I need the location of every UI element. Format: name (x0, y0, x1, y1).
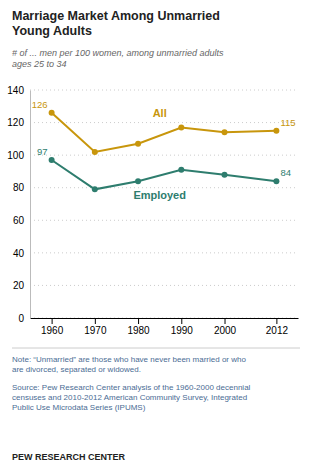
data-label: 97 (37, 146, 48, 157)
subtitle-line: ages 25 to 34 (12, 59, 67, 69)
x-tick: 1990 (171, 318, 194, 336)
x-axis: 1960 1970 1980 1990 2000 2012 (31, 318, 299, 336)
y-tick-label: 20 (13, 280, 25, 291)
y-tick-label: 140 (7, 85, 24, 96)
series-point (49, 110, 55, 116)
x-tick-label: 2000 (214, 325, 237, 336)
note-line: Note: “Unmarried” are those who have nev… (12, 355, 246, 364)
note-line: censuses and 2010-2012 American Communit… (12, 393, 247, 402)
x-tick-mark (95, 318, 96, 324)
grid-line (30, 220, 298, 221)
labels: 126 115 All 97 84 Employed (32, 99, 296, 201)
series-point (222, 172, 228, 178)
x-tick: 2012 (266, 318, 289, 336)
series-label: All (153, 107, 167, 119)
subtitle-line: # of ... men per 100 women, among unmarr… (12, 48, 224, 58)
note: Source: Pew Research Center analysis of … (12, 383, 251, 412)
subtitle: # of ... men per 100 women, among unmarr… (12, 48, 224, 69)
y-tick: 80 (13, 182, 30, 193)
y-tick-label: 60 (13, 215, 25, 226)
series-point (92, 186, 98, 192)
series-label: Employed (133, 189, 186, 201)
y-tick-label: 80 (13, 182, 25, 193)
grid-line (30, 90, 298, 91)
footer: PEW RESEARCH CENTER (12, 452, 126, 462)
note-line: are divorced, separated or widowed. (12, 365, 141, 374)
x-tick-label: 1980 (127, 325, 150, 336)
x-tick-mark (181, 318, 182, 324)
grid-line (30, 285, 298, 286)
x-tick-label: 1960 (41, 325, 64, 336)
title-line: Young Adults (12, 24, 92, 38)
series-point (273, 178, 279, 184)
title-line: Marriage Market Among Unmarried (12, 9, 220, 23)
x-tick-mark (52, 318, 53, 324)
x-axis-line (31, 318, 299, 319)
x-tick: 1980 (127, 318, 150, 336)
y-tick-label: 40 (13, 248, 25, 259)
title: Marriage Market Among UnmarriedYoung Adu… (12, 9, 220, 38)
grid (30, 90, 298, 318)
y-tick-label: 100 (7, 150, 24, 161)
y-tick: 40 (13, 248, 30, 259)
grid-line (30, 252, 298, 253)
y-tick: 120 (7, 117, 30, 128)
x-tick-mark (138, 318, 139, 324)
grid-line (30, 155, 298, 156)
grid-line (30, 318, 298, 319)
x-tick: 1970 (84, 318, 107, 336)
series-point (49, 157, 55, 163)
y-tick: 140 (7, 85, 30, 96)
y-tick: 60 (13, 215, 30, 226)
chart: Marriage Market Among UnmarriedYoung Adu… (0, 0, 310, 474)
y-tick: 0 (18, 313, 30, 324)
x-tick-mark (276, 318, 277, 324)
note: Note: “Unmarried” are those who have nev… (12, 355, 246, 374)
x-tick: 1960 (41, 318, 64, 336)
footer-line: PEW RESEARCH CENTER (12, 452, 126, 462)
y-axis-line (30, 91, 31, 319)
series-point (222, 129, 228, 135)
y-tick: 20 (13, 280, 30, 291)
series-point (273, 128, 279, 134)
note-line: Public Use Microdata Series (IPUMS) (12, 403, 146, 412)
x-tick-label: 1970 (84, 325, 107, 336)
separator (12, 348, 300, 349)
grid-line (30, 122, 298, 123)
y-tick-label: 120 (7, 117, 24, 128)
grid-line (30, 187, 298, 188)
y-axis: 0 20 40 60 80 100 120 140 (7, 85, 30, 324)
series-point (92, 149, 98, 155)
y-tick-label: 0 (18, 313, 24, 324)
series-line (52, 160, 277, 189)
data-label: 126 (32, 99, 48, 110)
x-tick-label: 2012 (266, 325, 289, 336)
series-point (135, 141, 141, 147)
series-point (178, 124, 184, 130)
series-point (135, 178, 141, 184)
note-line: Source: Pew Research Center analysis of … (12, 383, 251, 392)
data-label: 115 (280, 117, 295, 128)
plot (49, 110, 280, 193)
series-point (178, 167, 184, 173)
x-tick-label: 1990 (171, 325, 194, 336)
data-label: 84 (280, 167, 291, 178)
x-tick: 2000 (214, 318, 237, 336)
y-tick: 100 (7, 150, 30, 161)
x-tick-mark (225, 318, 226, 324)
